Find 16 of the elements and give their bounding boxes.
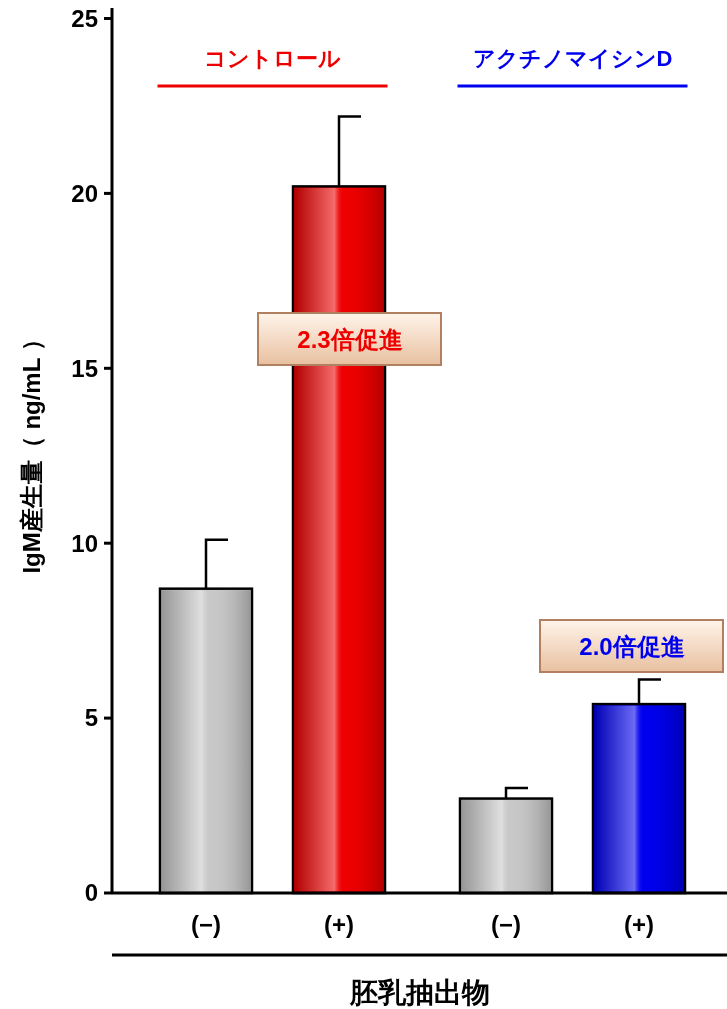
annotation: 2.0倍促進 — [579, 633, 685, 660]
annotation: アクチノマイシンD — [472, 46, 673, 71]
y-tick-label: 15 — [71, 354, 98, 382]
x-tick-label: (−) — [191, 911, 221, 938]
annotation: コントロール — [204, 46, 341, 71]
x-axis-title: 胚乳抽出物 — [348, 977, 490, 1008]
annotation: 2.3倍促進 — [297, 326, 403, 353]
y-tick-label: 0 — [84, 879, 98, 907]
y-axis-title: IgM産生量（ ng/mL ） — [18, 327, 45, 574]
y-tick-label: 5 — [84, 704, 98, 732]
y-tick-label: 10 — [71, 529, 98, 557]
x-tick-label: (−) — [491, 911, 521, 938]
x-tick-label: (+) — [624, 911, 654, 938]
x-tick-label: (+) — [324, 911, 354, 938]
y-tick-label: 20 — [71, 179, 98, 207]
y-tick-label: 25 — [71, 4, 98, 32]
